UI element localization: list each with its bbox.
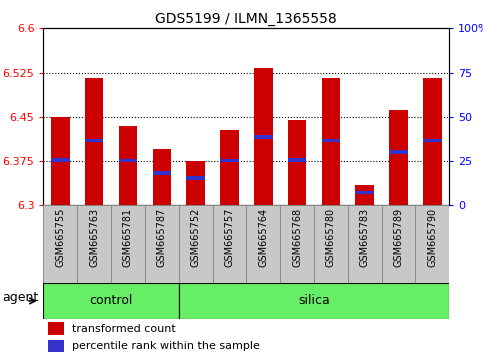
Bar: [220, 159, 239, 162]
Text: GSM665763: GSM665763: [89, 208, 99, 267]
Bar: [119, 126, 137, 205]
Text: GSM665781: GSM665781: [123, 208, 133, 267]
Bar: [322, 79, 340, 205]
Bar: [47, 322, 64, 335]
Bar: [423, 139, 441, 142]
Bar: [220, 130, 239, 205]
Bar: [119, 159, 137, 162]
Bar: [389, 150, 408, 154]
Bar: [153, 171, 171, 175]
Bar: [348, 205, 382, 283]
Bar: [145, 205, 179, 283]
Bar: [314, 205, 348, 283]
Bar: [382, 205, 415, 283]
Text: GSM665790: GSM665790: [427, 208, 437, 267]
Text: GSM665752: GSM665752: [191, 208, 200, 267]
Text: silica: silica: [298, 295, 330, 307]
Text: GSM665787: GSM665787: [157, 208, 167, 267]
Bar: [280, 205, 314, 283]
Text: GSM665783: GSM665783: [360, 208, 369, 267]
Bar: [85, 79, 103, 205]
Bar: [213, 205, 246, 283]
Bar: [186, 161, 205, 205]
Bar: [254, 135, 272, 139]
Bar: [51, 117, 70, 205]
Bar: [47, 340, 64, 352]
Bar: [85, 139, 103, 142]
Text: GSM665764: GSM665764: [258, 208, 268, 267]
Bar: [423, 79, 441, 205]
Bar: [179, 205, 213, 283]
Bar: [179, 283, 449, 319]
Bar: [111, 205, 145, 283]
Text: GSM665768: GSM665768: [292, 208, 302, 267]
Bar: [389, 110, 408, 205]
Bar: [246, 205, 280, 283]
Text: GSM665789: GSM665789: [394, 208, 403, 267]
Text: agent: agent: [2, 291, 39, 304]
Title: GDS5199 / ILMN_1365558: GDS5199 / ILMN_1365558: [156, 12, 337, 26]
Bar: [43, 205, 77, 283]
Bar: [43, 283, 179, 319]
Bar: [355, 190, 374, 194]
Text: GSM665755: GSM665755: [56, 208, 65, 267]
Bar: [355, 185, 374, 205]
Bar: [77, 205, 111, 283]
Text: GSM665780: GSM665780: [326, 208, 336, 267]
Bar: [288, 158, 306, 162]
Bar: [254, 68, 272, 205]
Bar: [153, 149, 171, 205]
Bar: [288, 120, 306, 205]
Text: percentile rank within the sample: percentile rank within the sample: [72, 341, 260, 351]
Text: transformed count: transformed count: [72, 324, 176, 333]
Bar: [415, 205, 449, 283]
Text: control: control: [89, 295, 133, 307]
Bar: [186, 176, 205, 180]
Bar: [322, 139, 340, 142]
Bar: [51, 158, 70, 162]
Text: GSM665757: GSM665757: [225, 208, 234, 267]
